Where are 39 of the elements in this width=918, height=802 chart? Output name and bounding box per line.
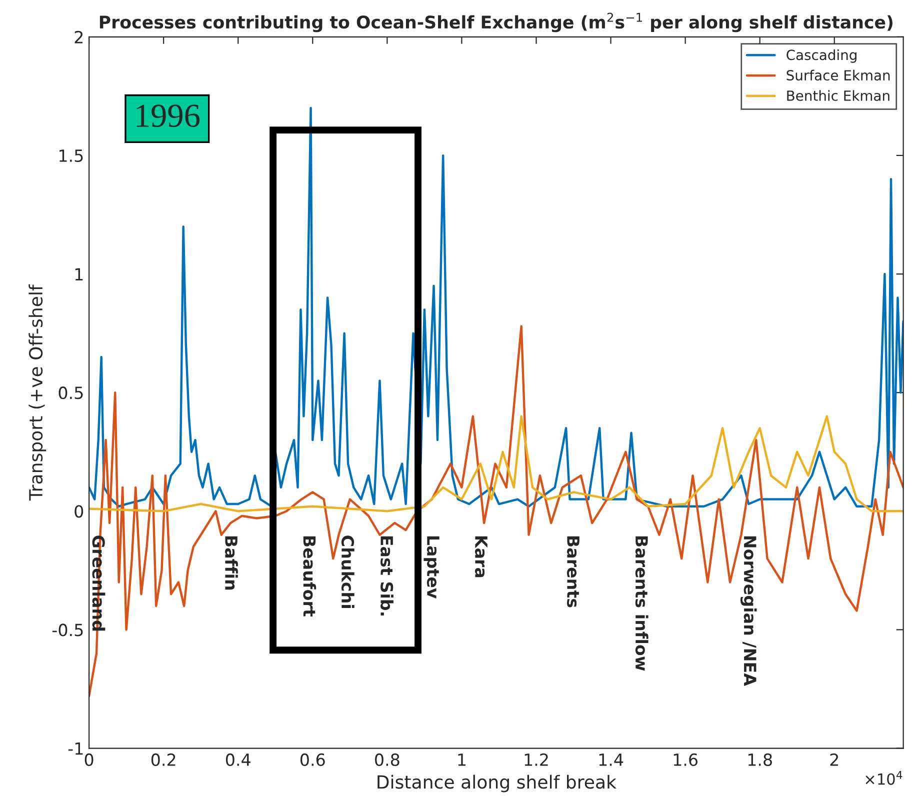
y-tick-label: 1: [75, 268, 83, 280]
line-series: [89, 325, 904, 698]
legend-label: Surface Ekman: [786, 70, 890, 81]
x-axis-title: Distance along shelf break: [378, 774, 616, 792]
annotation: Baffin: [225, 536, 238, 590]
y-tick-label: -0.5: [52, 624, 83, 636]
x-tick-label: 0.8: [375, 753, 400, 766]
y-axis-title: Transport (+ve Off-shelf: [28, 284, 46, 501]
x-tick-label: 0.4: [226, 753, 250, 766]
annotation: 1996: [136, 104, 200, 128]
annotation: Kara: [474, 536, 488, 578]
x-tick-label: 1.8: [748, 753, 772, 766]
y-tick-label: 2: [74, 30, 83, 44]
line-series: [89, 415, 904, 512]
x-tick-label: 1.6: [674, 753, 698, 766]
annotation: Norwegian /NEA: [740, 536, 757, 686]
line-series: [89, 106, 904, 508]
annotation: Beaufort: [303, 536, 316, 616]
y-tick-label: 1.5: [60, 150, 83, 162]
y-tick-label: -1: [68, 742, 83, 755]
annotation: Laptev: [424, 536, 440, 599]
x-tick-label: 0.2: [151, 753, 176, 766]
y-tick-label: 0: [74, 505, 84, 518]
annotation: Barents inflow: [635, 536, 648, 671]
x-tick-label: 1.4: [599, 754, 624, 766]
x-tick-label: 0.6: [300, 753, 325, 766]
annotation: Chukchi: [341, 536, 354, 608]
y-tick-label: 0.5: [58, 386, 83, 400]
legend-label: Benthic Ekman: [787, 90, 890, 101]
x-tick-label: 2: [830, 753, 838, 766]
annotation: Barents: [566, 536, 580, 608]
annotation: East Sib.: [380, 536, 394, 616]
x-tick-label: 0: [84, 753, 94, 766]
text: ×10$^{4}$: [866, 771, 902, 785]
x-tick-label: 1: [458, 754, 466, 766]
x-tick-label: 1.2: [524, 753, 548, 766]
annotation: Greenland: [92, 536, 106, 631]
legend-label: Cascading: [786, 49, 856, 63]
chart-title: Processes contributing to Ocean-Shelf Exchange (m$^{2}$s$^{−1}$ per along shelf distance): [100, 12, 892, 32]
